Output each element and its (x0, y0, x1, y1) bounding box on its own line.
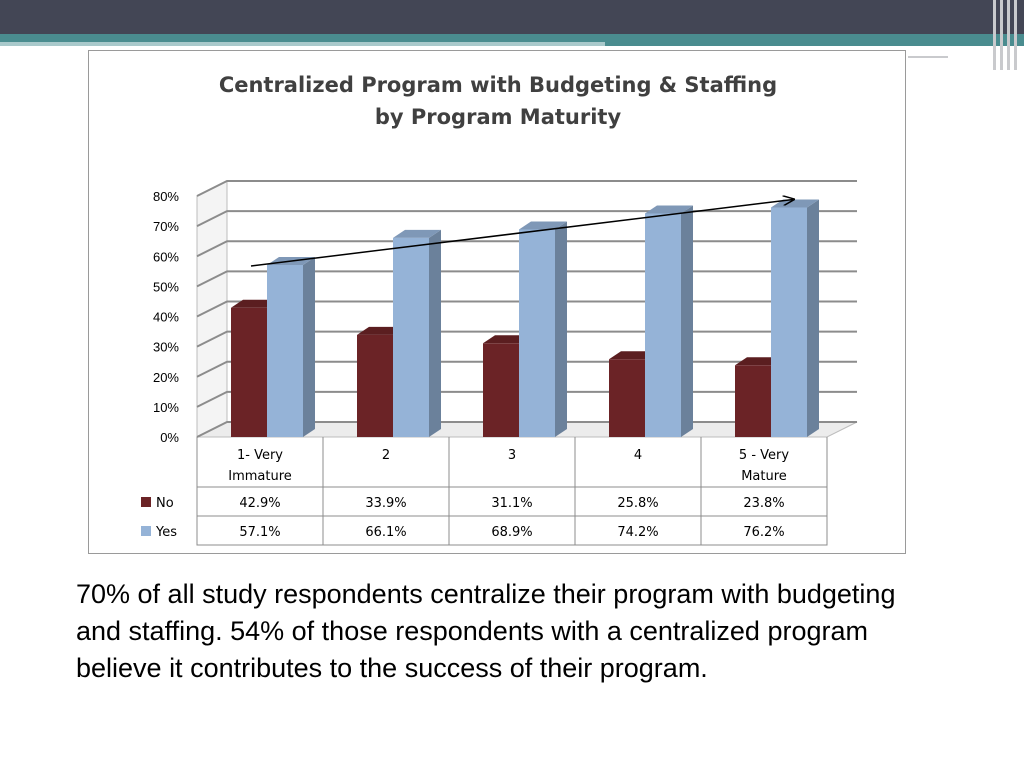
legend-swatch-no (141, 497, 151, 507)
bar-side-yes (807, 199, 819, 437)
bar-no (357, 334, 393, 437)
decorative-line (993, 0, 996, 70)
data-label-yes: 74.2% (617, 525, 658, 540)
data-label-no: 25.8% (617, 496, 658, 511)
bar-yes (267, 264, 303, 437)
data-label-yes: 76.2% (743, 525, 784, 540)
slide-accent-bar-light (0, 42, 605, 46)
gridline (196, 180, 857, 197)
decorative-line (1007, 0, 1010, 70)
y-tick-label: 40% (153, 310, 179, 325)
data-label-yes: 66.1% (365, 525, 406, 540)
legend-label-no: No (156, 496, 174, 511)
decorative-line (908, 56, 948, 58)
data-label-yes: 68.9% (491, 525, 532, 540)
chart-title-line1: Centralized Program with Budgeting & Sta… (218, 73, 778, 97)
x-category-label: 4 (634, 448, 642, 463)
y-tick-label: 0% (160, 430, 179, 445)
y-tick-label: 60% (153, 249, 179, 264)
chart-plot: 0% 10% 20% 30% 40% 50% 60% 70% 80% 1- Very Immatur… (141, 180, 858, 546)
bar-side-yes (555, 221, 567, 437)
legend-swatch-yes (141, 526, 151, 536)
chart-title-line2: by Program Maturity (374, 105, 622, 129)
slide-caption: 70% of all study respondents centralize … (76, 579, 896, 683)
decorative-line (1014, 0, 1017, 70)
bar-no (483, 343, 519, 437)
y-tick-label: 50% (153, 279, 179, 294)
bar-side-yes (303, 256, 315, 437)
decorative-line (1000, 0, 1003, 70)
x-category-label: Mature (741, 469, 787, 484)
bar-no (231, 307, 267, 437)
y-tick-label: 80% (153, 189, 179, 204)
legend-label-yes: Yes (155, 525, 177, 540)
data-label-no: 31.1% (491, 496, 532, 511)
x-category-label: 1- Very (237, 448, 283, 463)
y-tick-label: 20% (153, 370, 179, 385)
bar-yes (393, 237, 429, 437)
data-label-no: 33.9% (365, 496, 406, 511)
x-category-label: 5 - Very (739, 448, 789, 463)
gridline (196, 210, 857, 228)
x-category-label: Immature (228, 469, 292, 484)
bar-top-yes (645, 205, 693, 214)
bar-yes (519, 229, 555, 437)
x-category-label: 2 (382, 448, 390, 463)
chart-area: Centralized Program with Budgeting & Sta… (88, 50, 906, 554)
y-tick-label: 70% (153, 219, 179, 234)
bar-top-yes (519, 221, 567, 230)
bar-side-yes (429, 229, 441, 437)
x-category-label: 3 (508, 448, 516, 463)
bar-yes (771, 207, 807, 437)
data-label-no: 23.8% (743, 496, 784, 511)
bar-top-yes (393, 229, 441, 238)
bar-yes (645, 213, 681, 437)
trend-arrow (250, 199, 793, 267)
chart-title: Centralized Program with Budgeting & Sta… (89, 69, 907, 133)
slide-header-bar (0, 0, 1024, 34)
data-label-no: 42.9% (239, 496, 280, 511)
bar-side-yes (681, 205, 693, 437)
y-tick-label: 10% (153, 400, 179, 415)
data-label-yes: 57.1% (239, 525, 280, 540)
bar-no (735, 365, 771, 437)
y-tick-label: 30% (153, 340, 179, 355)
bar-no (609, 359, 645, 437)
